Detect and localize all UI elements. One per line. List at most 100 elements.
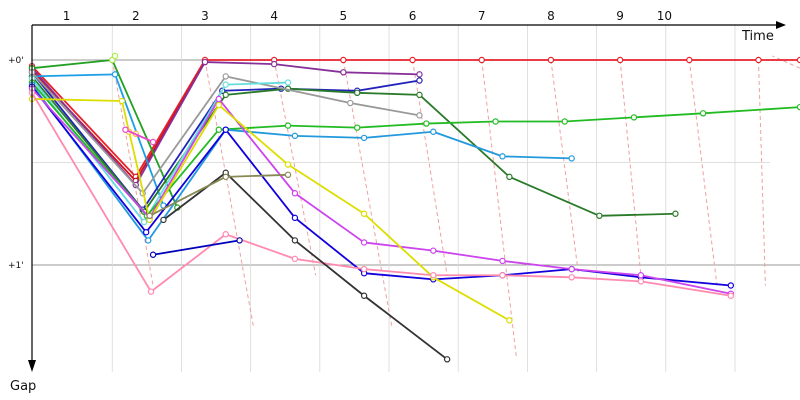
- data-point: [506, 317, 513, 324]
- data-point: [149, 138, 157, 146]
- data-point: [430, 128, 437, 135]
- tick-labels: 1 2 3 4 5 6 7 8 9 10 +0' +1': [8, 9, 672, 271]
- data-point: [727, 292, 735, 299]
- data-point: [215, 95, 223, 103]
- data-point: [222, 173, 229, 181]
- data-point: [118, 97, 126, 105]
- data-point: [630, 114, 638, 121]
- data-point: [416, 91, 423, 99]
- lap-connector-line: [688, 59, 718, 286]
- x-axis-arrow-icon: [776, 21, 786, 29]
- data-point: [568, 155, 575, 162]
- series-line: [31, 81, 800, 217]
- data-point: [160, 216, 167, 224]
- data-point: [222, 91, 229, 99]
- data-point: [222, 73, 229, 80]
- y-axis-arrow-icon: [28, 360, 36, 372]
- data-point: [146, 212, 153, 219]
- data-point: [291, 237, 299, 244]
- data-point: [430, 247, 437, 254]
- series-line: [31, 61, 420, 186]
- data-point: [140, 218, 148, 226]
- lap-connector-line: [772, 55, 800, 69]
- data-point: [499, 153, 506, 160]
- x-tick-label: 4: [270, 9, 278, 23]
- data-point: [596, 212, 603, 219]
- data-point: [284, 161, 292, 168]
- data-point: [360, 134, 368, 142]
- data-point: [201, 58, 209, 66]
- data-point: [699, 110, 707, 117]
- data-point: [430, 272, 437, 279]
- data-point: [672, 210, 679, 217]
- y-axis-title: Gap: [10, 379, 36, 394]
- x-tick-label: 3: [201, 9, 209, 23]
- data-point: [443, 356, 451, 363]
- data-point: [222, 81, 229, 88]
- grid: [32, 25, 800, 372]
- data-point: [416, 112, 423, 119]
- axes: Time Gap: [10, 21, 786, 394]
- data-point: [492, 118, 499, 125]
- data-point: [796, 56, 800, 64]
- data-point: [416, 71, 423, 78]
- x-tick-label: 10: [657, 9, 672, 23]
- x-tick-label: 2: [132, 9, 140, 23]
- lap-connector-line: [619, 59, 642, 276]
- series-lines: [28, 52, 800, 363]
- data-point: [215, 101, 223, 109]
- data-point: [353, 89, 361, 97]
- series-line: [31, 86, 731, 287]
- x-axis-title: Time: [741, 29, 774, 44]
- data-point: [122, 126, 129, 133]
- data-point: [360, 265, 368, 273]
- data-point: [215, 126, 223, 133]
- y-tick-label: +0': [8, 56, 24, 66]
- data-point: [568, 274, 575, 281]
- lap-connector-line: [757, 59, 766, 286]
- data-point: [416, 77, 423, 84]
- data-point: [111, 71, 119, 78]
- series-line: [31, 98, 510, 322]
- data-point: [796, 103, 800, 111]
- data-point: [423, 120, 430, 127]
- data-point: [291, 190, 299, 197]
- data-point: [637, 272, 645, 279]
- series-line: [125, 128, 154, 143]
- data-point: [506, 173, 513, 181]
- y-tick-label: +1': [8, 261, 24, 271]
- x-tick-label: 6: [409, 9, 417, 23]
- data-point: [616, 56, 624, 64]
- data-point: [353, 124, 361, 131]
- series-line: [31, 59, 800, 178]
- data-point: [561, 118, 568, 125]
- data-point: [222, 231, 229, 238]
- data-point: [755, 56, 762, 64]
- data-point: [347, 99, 354, 107]
- data-point: [142, 228, 150, 236]
- data-point: [547, 56, 555, 64]
- x-tick-label: 5: [340, 9, 348, 23]
- x-tick-label: 8: [547, 9, 555, 23]
- x-tick-label: 1: [63, 9, 71, 23]
- x-tick-label: 7: [478, 9, 486, 23]
- series-line: [31, 92, 731, 297]
- data-point: [360, 239, 368, 246]
- data-point: [499, 272, 506, 279]
- data-point: [340, 69, 347, 76]
- data-point: [291, 132, 299, 140]
- data-point: [478, 56, 485, 64]
- data-point: [291, 255, 299, 263]
- data-point: [111, 52, 119, 60]
- data-point: [145, 237, 152, 244]
- x-tick-label: 9: [616, 9, 624, 23]
- data-point: [340, 56, 347, 64]
- data-point: [236, 237, 243, 244]
- lap-connector-line: [481, 59, 517, 358]
- data-point: [499, 257, 506, 265]
- data-point: [291, 214, 299, 222]
- data-point: [637, 278, 645, 285]
- data-point: [284, 79, 292, 86]
- data-point: [727, 282, 735, 289]
